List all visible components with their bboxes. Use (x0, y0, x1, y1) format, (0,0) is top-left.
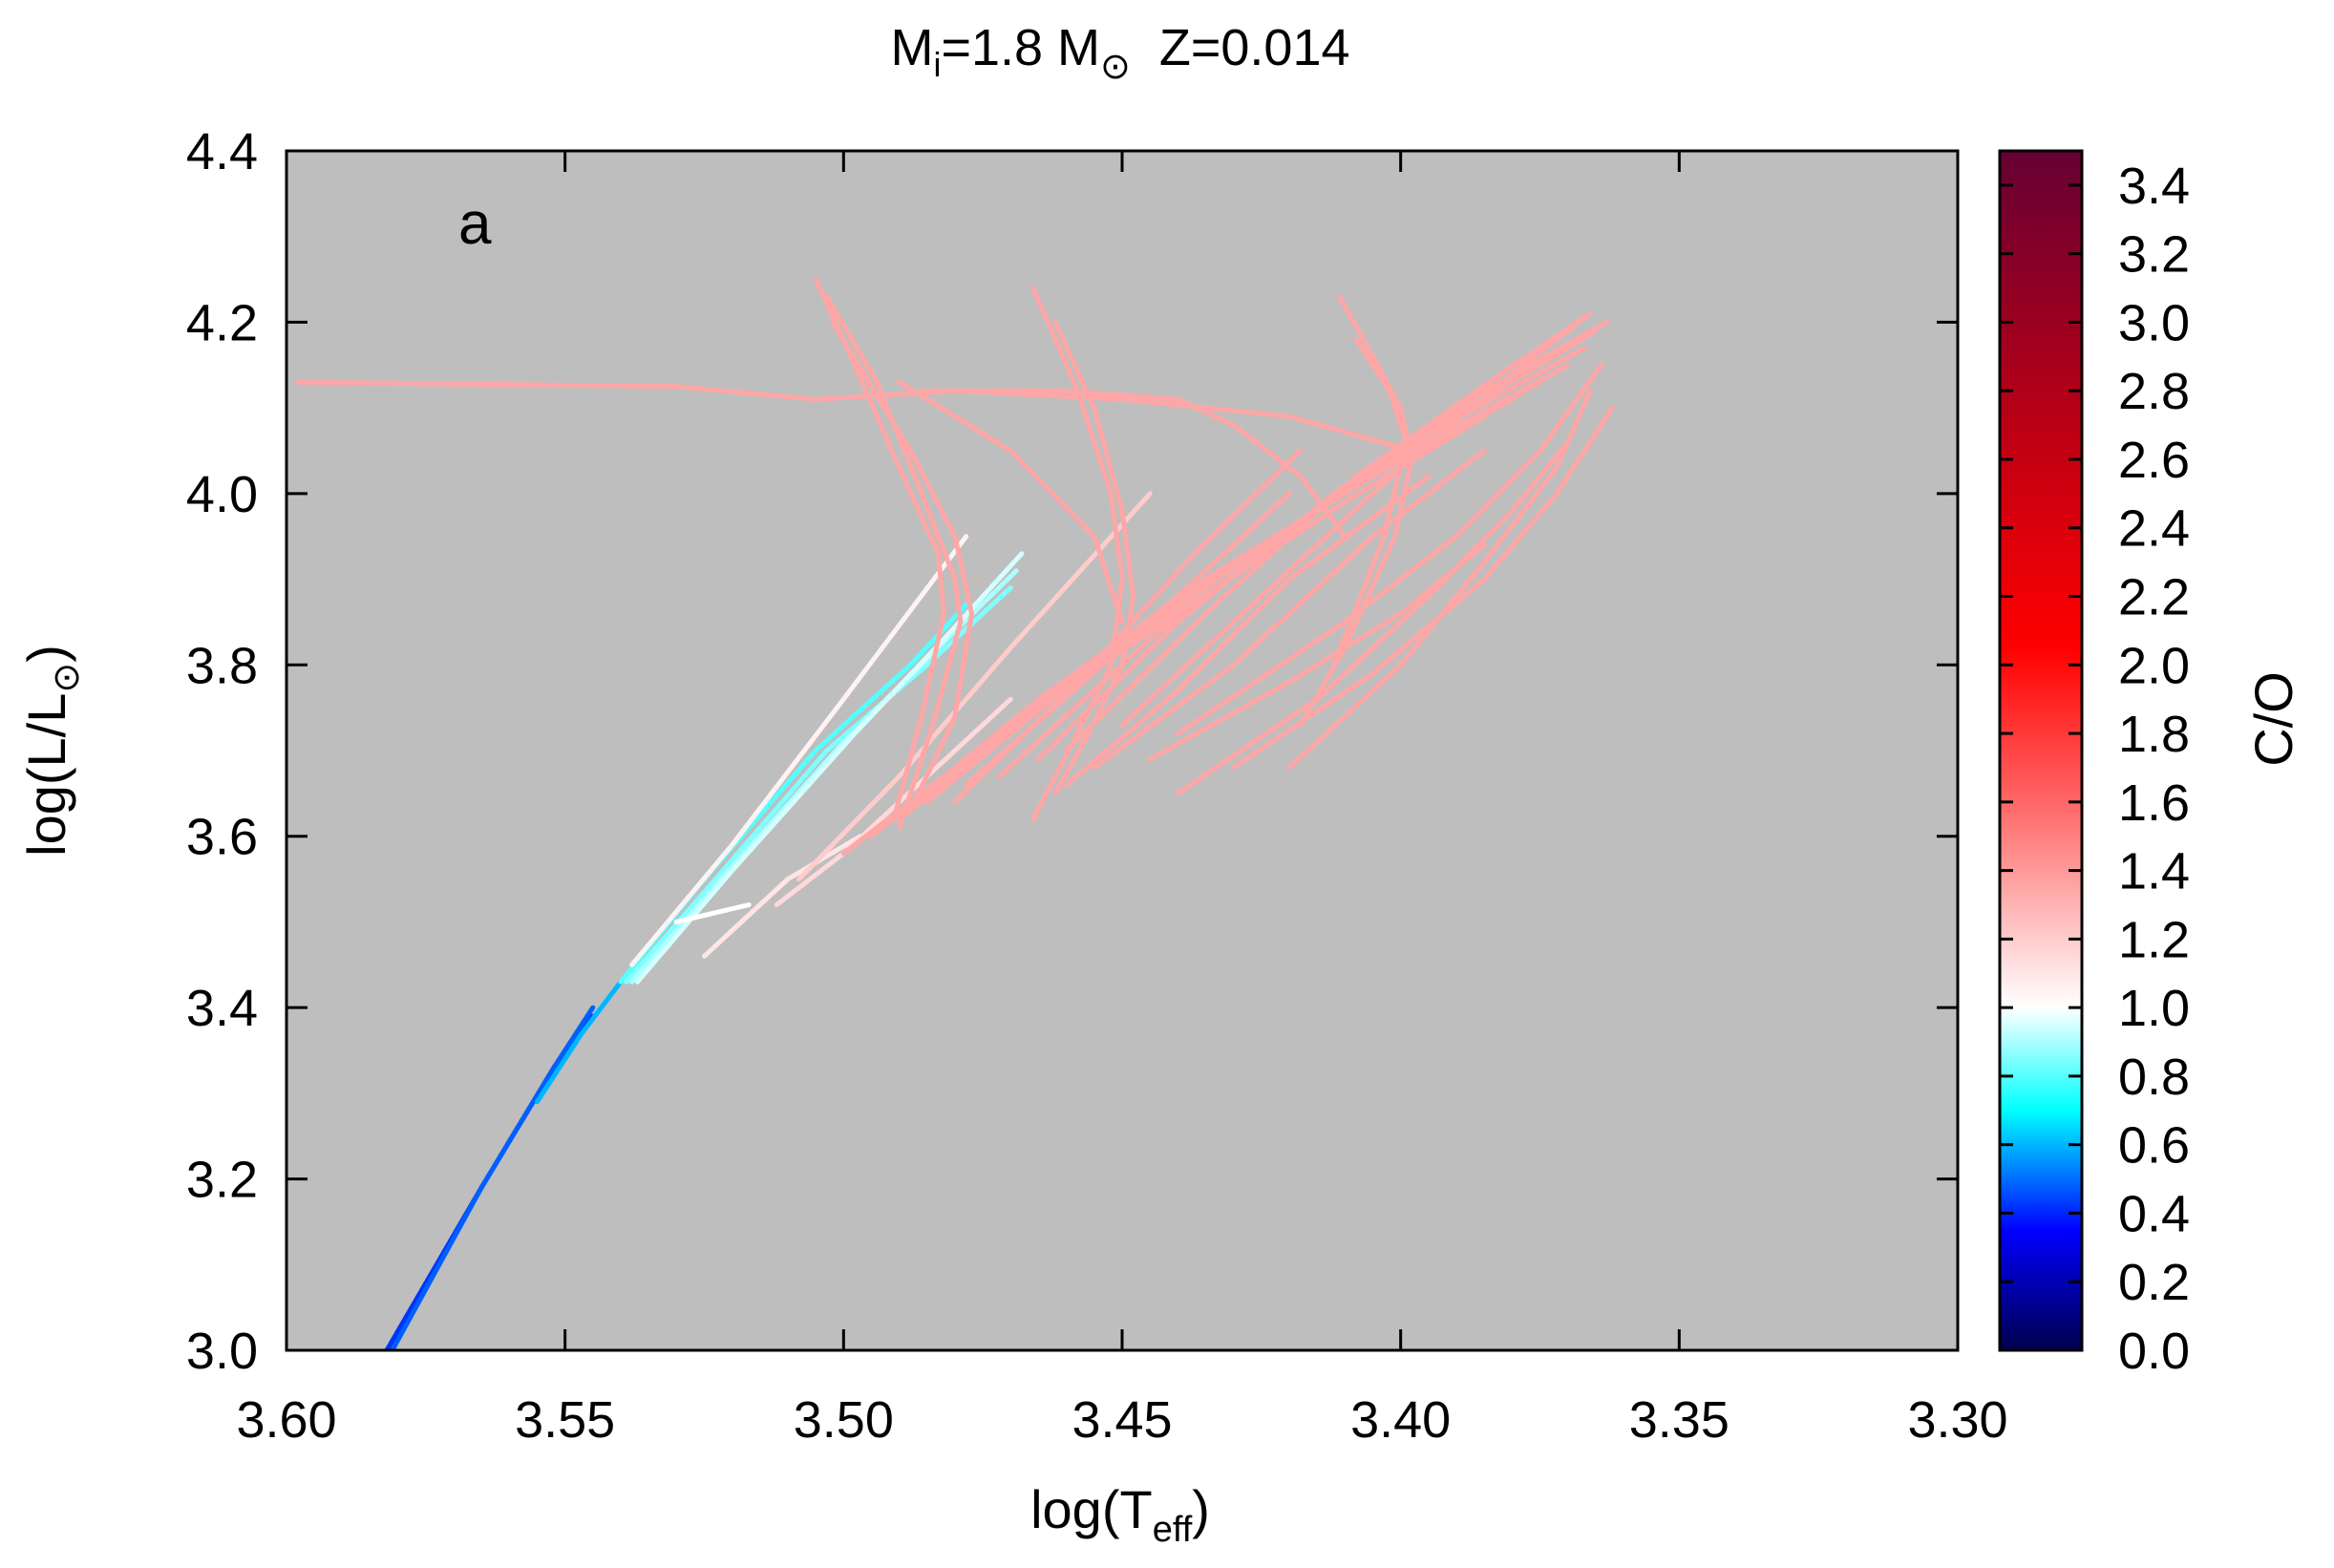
y-tick-label: 3.4 (186, 980, 258, 1037)
colorbar-tick-label: 0.4 (2118, 1185, 2190, 1242)
track-series-36 (1175, 439, 1571, 796)
x-tick-label: 3.50 (794, 1391, 894, 1449)
track-series-7 (629, 534, 969, 967)
x-tick-label: 3.35 (1629, 1391, 1729, 1449)
track-series-5 (629, 568, 1019, 985)
colorbar-tick-label: 3.2 (2118, 226, 2190, 284)
track-series-15 (830, 319, 974, 814)
panel-label: a (458, 191, 492, 257)
x-tick-label: 3.40 (1350, 1391, 1451, 1449)
y-tick-label: 3.2 (186, 1152, 258, 1209)
track-series-8 (673, 902, 752, 924)
colorbar-axis: 0.0 0.2 0.4 0.6 0.8 1.0 1.2 1.4 1.6 1.8 2.0 2.2 2.4 2… (2000, 158, 2190, 1380)
plot-area (286, 151, 1958, 1350)
track-series-2 (535, 979, 624, 1105)
chart-title: Mi=1.8 M⊙ Z=0.014 (890, 19, 1349, 87)
track-series-30 (1119, 319, 1581, 728)
x-axis: 3.60 3.55 3.50 3.45 3.40 3.35 3.30 (236, 151, 2008, 1449)
track-series-18 (919, 388, 1347, 540)
track-series-17 (1052, 319, 1136, 796)
y-tick-label: 4.0 (186, 466, 258, 523)
colorbar-tick-label: 0.6 (2118, 1117, 2190, 1175)
track-series-10 (774, 696, 1013, 907)
track-series-35 (1231, 405, 1615, 771)
track-series-32 (952, 448, 1304, 805)
colorbar-tick-label: 0.8 (2118, 1049, 2190, 1106)
track-series-19 (897, 379, 1125, 625)
colorbar-tick-label: 1.8 (2118, 706, 2190, 763)
colorbar-label: C/O (2243, 671, 2303, 767)
track-series-37 (1286, 388, 1593, 771)
track-series-1 (390, 1005, 596, 1350)
colorbar-tick-label: 0.0 (2118, 1323, 2190, 1380)
colorbar-tick-label: 2.6 (2118, 432, 2190, 489)
colorbar-tick-label: 2.0 (2118, 637, 2190, 694)
colorbar-tick-label: 1.2 (2118, 911, 2190, 968)
x-tick-label: 3.30 (1907, 1391, 2007, 1449)
colorbar-tick-label: 2.2 (2118, 569, 2190, 626)
y-tick-label: 3.8 (186, 637, 258, 694)
track-series-38 (1092, 448, 1487, 771)
track-series-9 (702, 834, 863, 959)
y-tick-label: 4.2 (186, 294, 258, 351)
y-tick-label: 3.6 (186, 809, 258, 866)
x-tick-label: 3.60 (236, 1391, 336, 1449)
track-series-31 (907, 491, 1292, 814)
colorbar-tick-label: 1.4 (2118, 843, 2190, 901)
track-series-13 (813, 277, 946, 822)
y-tick-label: 4.4 (186, 123, 258, 180)
colorbar (1998, 149, 2084, 1352)
colorbar-tick-label: 3.4 (2118, 158, 2190, 215)
y-axis-label: log(L/L⊙) (16, 645, 87, 857)
y-axis: 3.0 3.2 3.4 3.6 3.8 4.0 4.2 4.4 (186, 123, 1958, 1380)
x-tick-label: 3.55 (515, 1391, 615, 1449)
x-axis-label: log(Teff) (1030, 1479, 1210, 1550)
track-series-29 (1064, 311, 1593, 753)
track-series-39 (1064, 474, 1432, 788)
colorbar-tick-label: 1.0 (2118, 980, 2190, 1037)
y-tick-label: 3.0 (186, 1323, 258, 1380)
x-tick-label: 3.45 (1072, 1391, 1172, 1449)
track-series-group (295, 277, 1615, 1350)
colorbar-tick-label: 3.0 (2118, 294, 2190, 351)
colorbar-tick-label: 1.6 (2118, 774, 2190, 832)
colorbar-tick-label: 2.8 (2118, 363, 2190, 420)
track-series-14 (824, 294, 964, 831)
track-series-34 (1175, 362, 1604, 736)
colorbar-tick-label: 2.4 (2118, 500, 2190, 558)
colorbar-tick-label: 0.2 (2118, 1254, 2190, 1311)
